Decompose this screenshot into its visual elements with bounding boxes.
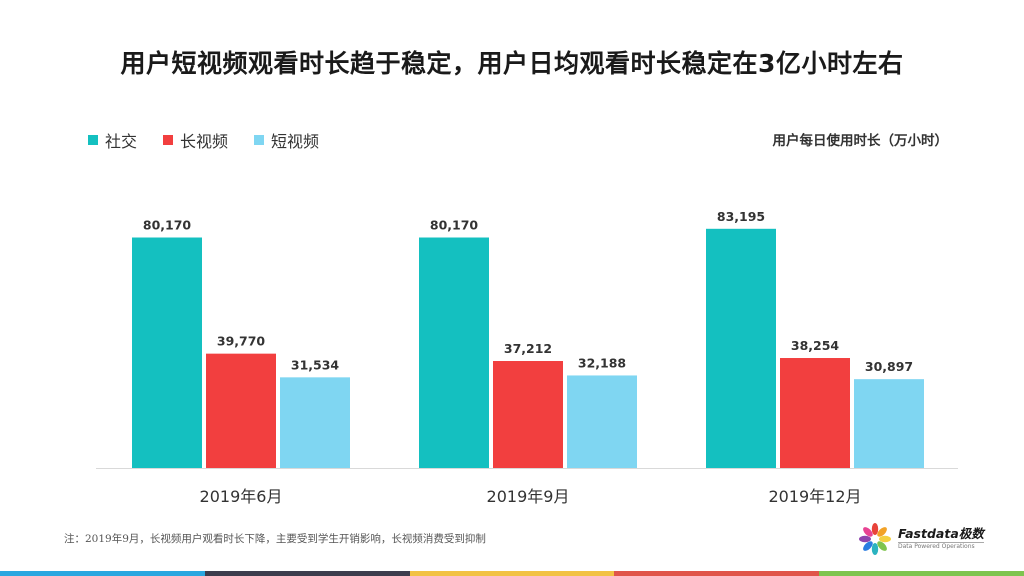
bar-short-video: [567, 375, 637, 468]
data-label-short-video: 32,188: [578, 355, 626, 370]
data-label-social: 80,170: [430, 218, 479, 233]
data-label-long-video: 39,770: [217, 334, 266, 349]
bottom-bar-segment: [409, 571, 615, 576]
legend-swatch-short-video: [254, 135, 265, 145]
legend-label-short-video: 短视频: [271, 132, 320, 151]
x-tick-label: 2019年6月: [200, 487, 283, 506]
bottom-color-bar: [0, 571, 1024, 576]
bottom-bar-segment: [204, 571, 410, 576]
bar-short-video: [854, 379, 924, 468]
chart-title: 用户短视频观看时长趋于稳定，用户日均观看时长稳定在3亿小时左右: [120, 49, 904, 78]
legend-label-long-video: 长视频: [180, 132, 229, 151]
legend-label-social: 社交: [105, 132, 138, 151]
legend: 社交 长视频 短视频: [88, 128, 319, 152]
bar-social: [419, 237, 489, 468]
legend-swatch-social: [88, 135, 98, 145]
logo-name: Fastdata极数: [898, 526, 984, 541]
legend-item-social: 社交: [88, 128, 137, 152]
logo-tagline: Data Powered Operations: [898, 542, 984, 551]
legend-item-short-video: 短视频: [254, 128, 319, 152]
bottom-bar-segment: [819, 571, 1024, 576]
data-label-short-video: 31,534: [291, 357, 340, 372]
x-tick-label: 2019年9月: [487, 487, 570, 506]
data-label-short-video: 30,897: [865, 359, 913, 374]
bottom-bar-segment: [0, 571, 205, 576]
x-tick-label: 2019年12月: [768, 487, 861, 506]
bottom-bar-segment: [614, 571, 820, 576]
data-label-social: 83,195: [717, 209, 765, 224]
data-label-long-video: 37,212: [504, 341, 552, 356]
bar-long-video: [493, 361, 563, 468]
brand-logo: Fastdata极数 Data Powered Operations: [858, 518, 988, 560]
bar-short-video: [280, 377, 350, 468]
bar-long-video: [206, 353, 276, 468]
bar-social: [132, 237, 202, 468]
flower-logo-icon: [859, 523, 891, 555]
bar-social: [706, 228, 776, 468]
data-label-social: 80,170: [143, 218, 192, 233]
data-label-long-video: 38,254: [791, 338, 840, 353]
y-unit-label: 用户每日使用时长（万小时）: [772, 133, 949, 149]
legend-item-long-video: 长视频: [163, 128, 228, 152]
legend-swatch-long-video: [163, 135, 174, 145]
footnote: 注：2019年9月，长视频用户观看时长下降，主要受到学生开销影响，长视频消费受到…: [64, 533, 486, 545]
bar-long-video: [780, 358, 850, 468]
